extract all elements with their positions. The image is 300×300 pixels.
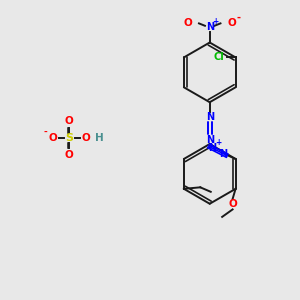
Text: +: + bbox=[215, 138, 221, 147]
Text: H: H bbox=[95, 133, 104, 143]
Text: -: - bbox=[237, 13, 241, 23]
Text: +: + bbox=[212, 16, 218, 26]
Text: N: N bbox=[206, 134, 214, 145]
Text: N: N bbox=[208, 143, 217, 153]
Text: O: O bbox=[65, 116, 74, 126]
Text: N: N bbox=[206, 112, 214, 122]
Text: O: O bbox=[48, 133, 57, 143]
Text: N: N bbox=[206, 22, 214, 32]
Text: -: - bbox=[43, 128, 47, 136]
Text: O: O bbox=[65, 150, 74, 160]
Text: Cl: Cl bbox=[213, 52, 224, 62]
Text: N: N bbox=[219, 148, 227, 159]
Text: O: O bbox=[183, 18, 192, 28]
Text: S: S bbox=[65, 133, 74, 143]
Text: O: O bbox=[227, 18, 236, 28]
Text: O: O bbox=[228, 199, 237, 209]
Text: O: O bbox=[82, 133, 91, 143]
